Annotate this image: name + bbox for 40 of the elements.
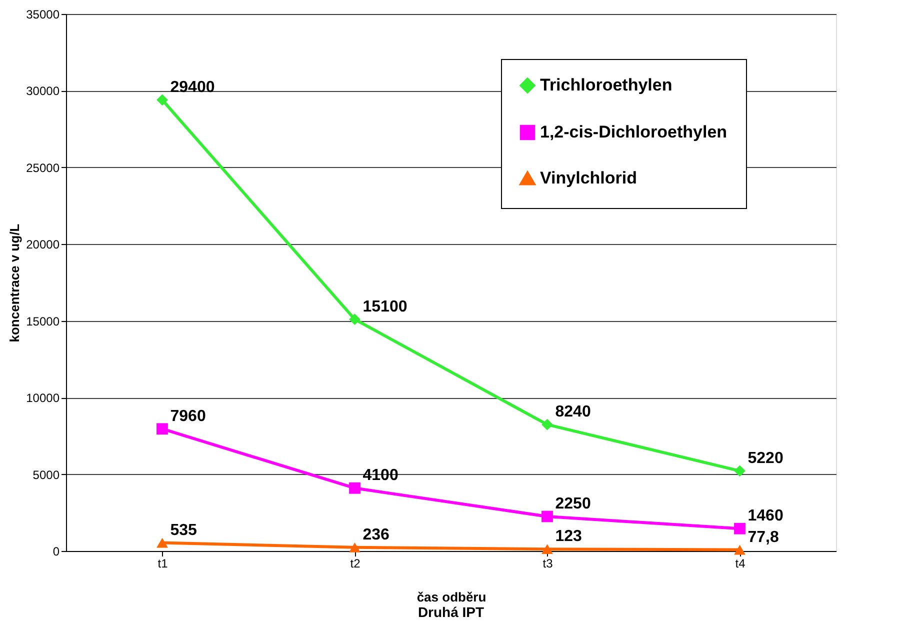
y-tick-label: 0 [52,544,60,558]
point [542,544,553,554]
point [734,465,746,477]
legend-label: Vinylchlorid [540,168,637,188]
point [349,542,360,552]
y-tick-label: 10000 [26,391,60,406]
data-label: 5220 [748,450,784,467]
point [349,314,360,326]
x-tick-label: t3 [542,556,554,570]
point [734,544,746,555]
point [156,538,168,548]
y-axis-title: koncentrace v ug/L [7,224,22,342]
data-label: 1460 [748,508,784,525]
point [156,94,168,106]
point [542,418,553,430]
point [349,482,360,494]
data-label: 77,8 [748,528,779,546]
point [734,522,746,534]
y-tick-label: 25000 [26,160,60,175]
data-label: 236 [362,526,390,544]
legend-label: 1,2-cis-Dichloroethylen [540,122,728,142]
text: Druhá IPT [418,604,485,620]
x-tick-label: t2 [350,556,361,570]
x-tick-label: t4 [735,556,746,570]
x-tick-label: t1 [158,556,168,570]
y-tick-label: 15000 [26,314,60,328]
data-label: 7960 [170,408,206,425]
y-tick-label: 5000 [32,468,60,482]
data-label: 2250 [555,495,591,512]
y-tick-label: 30000 [26,84,60,98]
point [542,510,553,522]
data-label: 535 [170,522,198,539]
point [156,423,168,435]
data-label: 8240 [555,404,591,421]
y-tick-label: 20000 [26,238,60,252]
y-tick-label: 35000 [26,8,60,22]
data-label: 15100 [362,298,408,316]
data-label: 123 [555,528,582,546]
legend-label: Trichloroethylen [540,76,672,94]
x-axis-title: čas odběru [416,590,486,604]
